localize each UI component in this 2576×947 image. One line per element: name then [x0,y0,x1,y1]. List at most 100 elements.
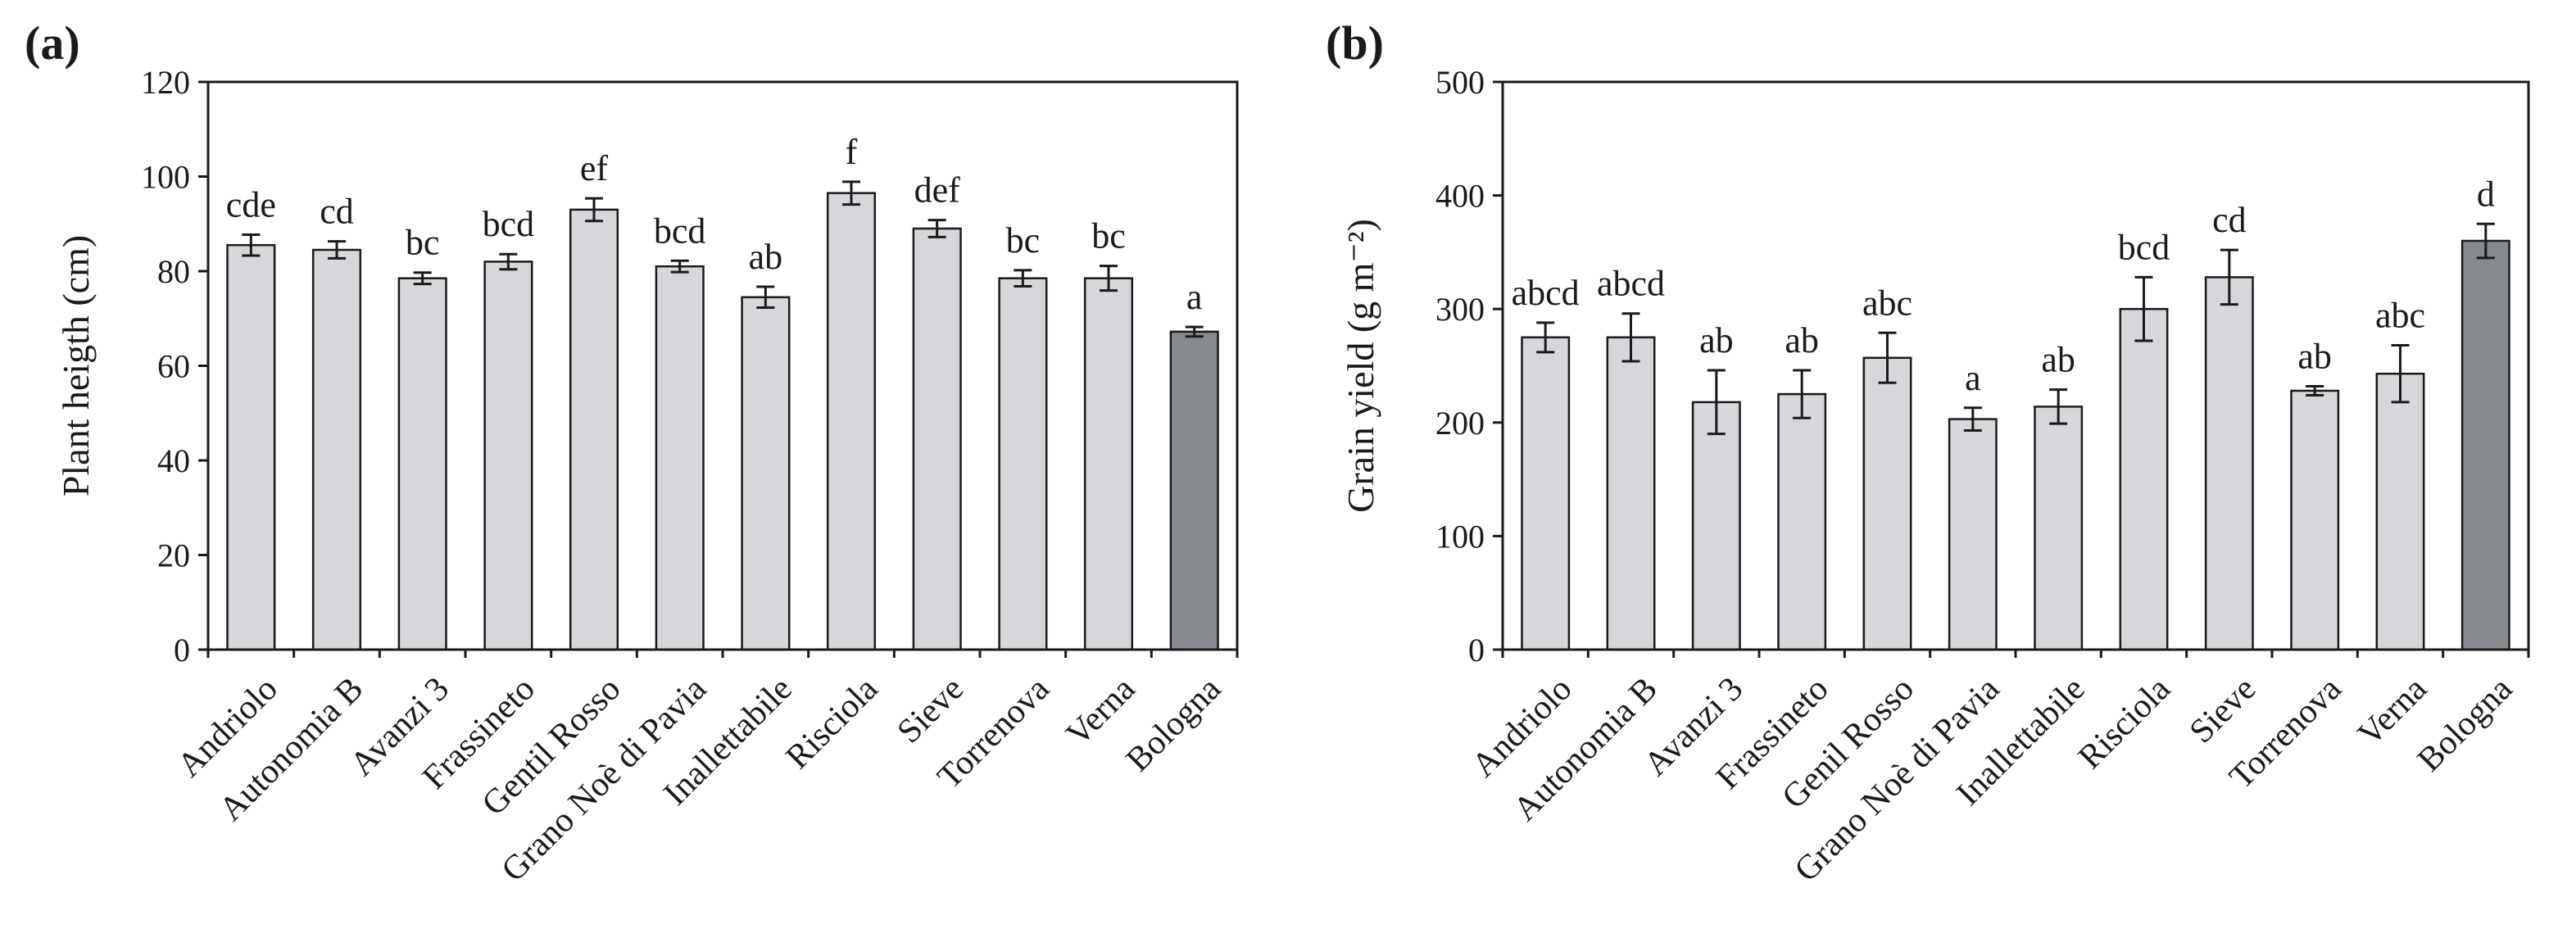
error-bar-8 [2134,275,2153,342]
error-bar-8 [842,180,860,206]
significance-label-4: ab [1785,320,1819,360]
y-tick-label-5: 80 [157,253,190,290]
y-tick-label-2: 20 [157,537,190,574]
significance-label-8: bcd [2118,227,2170,267]
bar-5 [569,208,619,651]
significance-label-6: bcd [654,211,706,251]
bar-4 [483,261,533,651]
error-bar-5 [1878,331,1897,384]
bar-2 [311,248,362,651]
plot-frame [206,80,1239,651]
bar-11 [2375,372,2425,651]
error-bar-10 [1014,269,1032,288]
panel-label: (a) [25,16,80,70]
significance-label-6: a [1965,358,1981,398]
significance-label-1: cde [226,185,276,225]
y-tick-label-4: 300 [1435,291,1485,328]
significance-label-12: d [2477,174,2495,214]
error-bar-12 [2476,222,2495,260]
plot-frame [1501,80,2530,651]
bar-4 [1777,392,1827,651]
y-axis-title: Plant heigth (cm) [55,235,97,496]
category-label-9: Sieve [891,670,972,751]
bar-7 [2034,406,2084,651]
bar-6 [1948,418,1998,651]
significance-label-3: ab [1699,320,1734,360]
bar-11 [1083,277,1134,651]
y-tick-label-7: 120 [141,64,190,101]
y-tick-label-3: 200 [1435,405,1485,442]
significance-label-10: bc [1006,220,1041,261]
category-label-9: Sieve [2183,670,2264,751]
error-bar-2 [328,240,346,260]
y-tick-label-4: 60 [157,348,190,385]
y-tick-label-1: 0 [1468,632,1485,668]
error-bar-1 [1536,321,1555,354]
error-bar-4 [499,252,518,271]
y-tick-label-3: 40 [157,442,190,479]
bar-5 [1862,356,1912,651]
bar-12 [1169,330,1219,651]
significance-label-8: f [846,132,858,172]
bar-7 [741,296,791,651]
y-axis-title: Grain yield (g m⁻²) [1340,219,1381,513]
category-label-12: Bologna [2410,670,2519,779]
error-bar-11 [1100,265,1118,292]
significance-label-2: abcd [1597,264,1665,304]
bar-8 [826,192,877,651]
category-label-8: Risciola [2071,670,2178,777]
significance-label-7: ab [2041,340,2075,380]
panel-label: (b) [1326,16,1384,70]
significance-label-7: ab [749,237,783,277]
significance-label-11: abc [2375,296,2425,336]
bar-1 [226,243,276,651]
significance-label-1: abcd [1512,273,1580,313]
category-label-8: Risciola [779,670,886,777]
bar-9 [912,227,962,651]
significance-label-4: bcd [483,204,535,244]
y-tick-label-6: 100 [141,159,190,196]
significance-label-11: bc [1091,216,1126,256]
error-bar-1 [242,233,261,257]
significance-label-9: cd [2212,200,2247,240]
y-tick-label-5: 400 [1435,178,1485,215]
bar-6 [655,265,705,651]
significance-label-9: def [914,170,961,211]
bar-10 [2290,389,2340,651]
bar-10 [998,277,1048,651]
y-tick-label-6: 500 [1435,64,1485,101]
bar-3 [397,277,447,651]
error-bar-9 [2220,248,2238,306]
error-bar-6 [1963,406,1982,433]
y-tick-label-2: 100 [1435,518,1485,555]
bar-8 [2119,307,2169,651]
significance-label-5: abc [1862,283,1912,323]
y-tick-label-1: 0 [174,632,190,668]
bar-2 [1606,336,1656,651]
error-bar-7 [756,285,775,309]
bar-9 [2204,276,2254,651]
significance-label-10: ab [2297,336,2332,376]
significance-label-5: ef [580,148,609,188]
error-bar-5 [585,197,603,223]
category-label-12: Bologna [1119,670,1228,779]
error-bar-6 [670,259,689,274]
bar-3 [1691,401,1741,651]
error-bar-3 [1707,369,1726,436]
error-bar-4 [1793,369,1812,419]
error-bar-2 [1621,312,1640,363]
error-bar-10 [2306,384,2324,397]
significance-label-12: a [1186,277,1203,317]
error-bar-7 [2049,388,2068,425]
error-bar-3 [413,271,432,286]
error-bar-12 [1185,325,1204,338]
error-bar-9 [927,219,946,238]
significance-label-3: bc [406,223,440,263]
bar-1 [1521,336,1571,651]
bar-12 [2460,239,2510,651]
significance-label-2: cd [320,192,354,232]
